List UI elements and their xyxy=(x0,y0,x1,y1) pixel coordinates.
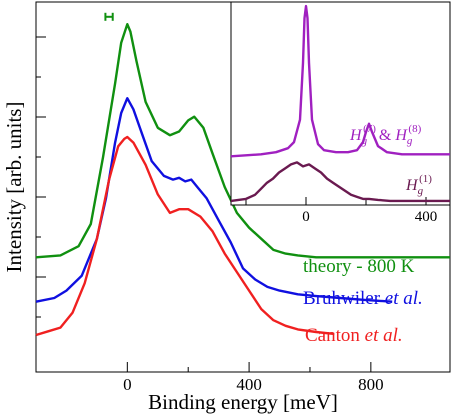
inset-x-tick-label: 0 xyxy=(302,209,310,225)
error-bar xyxy=(104,12,114,21)
x-tick-label: 0 xyxy=(123,375,132,394)
hg1-h: H xyxy=(405,177,419,194)
x-tick-label: 800 xyxy=(358,375,384,394)
main-series-0 xyxy=(35,23,450,259)
inset-series-1 xyxy=(230,161,450,203)
hg1-sup: (1) xyxy=(419,173,432,185)
hg78-h1: H xyxy=(349,127,363,144)
label-theory-text: theory - 800 K xyxy=(303,256,415,277)
label-bruhwiler-etal: et al. xyxy=(385,288,423,309)
label-canton: Canton et al. xyxy=(305,325,403,346)
label-bruhwiler: Bruhwiler et al. xyxy=(303,288,423,309)
main-curves xyxy=(35,23,450,337)
hg78-sub1: g xyxy=(362,135,368,147)
label-canton-text: Canton xyxy=(305,325,360,346)
hg78-sub2: g xyxy=(407,135,413,147)
hg78-h2: H xyxy=(394,127,408,144)
y-axis-label: Intensity [arb. units] xyxy=(2,102,26,273)
x-tick-label: 400 xyxy=(236,375,262,394)
label-canton-etal: et al. xyxy=(365,325,403,346)
inset-series-0 xyxy=(230,4,450,158)
main-axis-ticks: 0 400 800 xyxy=(36,36,384,394)
label-bruhwiler-text: Bruhwiler xyxy=(303,288,381,309)
main-series-2 xyxy=(35,135,335,337)
x-axis-label: Binding energy [meV] xyxy=(148,390,338,414)
inset-curves xyxy=(230,4,450,203)
inset-x-tick-label: 400 xyxy=(415,209,438,225)
inset-label-hg78: Hg(7) & Hg(8) xyxy=(349,123,422,147)
hg78-joiner: & xyxy=(379,127,395,144)
hg1-sub: g xyxy=(418,185,424,197)
label-theory: theory - 800 K xyxy=(303,256,415,277)
hg78-sup2: (8) xyxy=(408,123,421,135)
inset-axis-ticks: 0 400 xyxy=(245,197,438,225)
hg78-sup1: (7) xyxy=(363,123,376,135)
inset-frame xyxy=(230,1,451,206)
inset-label-hg1: Hg(1) xyxy=(405,173,432,197)
